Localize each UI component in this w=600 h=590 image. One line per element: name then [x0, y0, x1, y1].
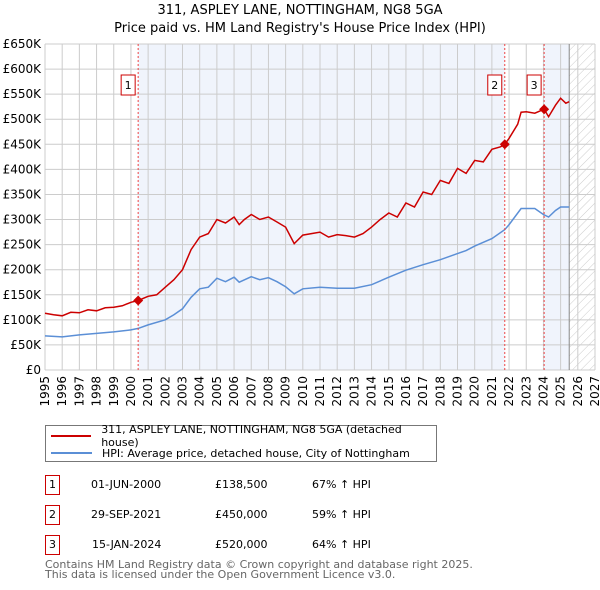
- x-tick-label: 2020: [468, 376, 482, 407]
- x-tick-label: 1996: [55, 376, 69, 407]
- x-tick-label: 2013: [347, 376, 361, 407]
- x-tick-label: 2011: [313, 376, 327, 407]
- x-tick-label: 2001: [141, 376, 155, 407]
- legend-item-hpi: HPI: Average price, detached house, City…: [46, 445, 410, 461]
- x-tick-label: 2015: [382, 376, 396, 407]
- x-tick-label: 2022: [502, 376, 516, 407]
- x-tick-label: 2008: [261, 376, 275, 407]
- y-tick-label: £550K: [3, 87, 43, 101]
- y-tick-label: £150K: [3, 288, 43, 302]
- x-tick-label: 2014: [365, 376, 379, 407]
- x-tick-label: 2019: [451, 376, 465, 407]
- y-tick-label: £600K: [3, 62, 43, 76]
- sale-hpi: 59% ↑ HPI: [312, 508, 371, 521]
- sale-marker-label: 1: [125, 79, 132, 92]
- sale-marker-box: [487, 74, 503, 96]
- sale-number: 2: [45, 505, 60, 525]
- ownership-period-1: [138, 44, 505, 370]
- sale-date: 15-JAN-2024: [92, 538, 162, 551]
- legend-item-property: 311, ASPLEY LANE, NOTTINGHAM, NG8 5GA (d…: [46, 423, 436, 449]
- footer: Contains HM Land Registry data © Crown c…: [45, 558, 473, 581]
- legend-label: 311, ASPLEY LANE, NOTTINGHAM, NG8 5GA (d…: [101, 423, 402, 449]
- x-tick-label: 2006: [227, 376, 241, 407]
- x-tick-label: 1999: [107, 376, 121, 407]
- y-tick-label: £450K: [3, 137, 43, 151]
- sale-hpi: 64% ↑ HPI: [312, 538, 371, 551]
- hpi-line: [44, 206, 570, 338]
- x-tick-label: 2003: [176, 376, 190, 407]
- y-tick-label: £500K: [3, 112, 43, 126]
- x-tick-label: 2012: [330, 376, 344, 407]
- table-row: 3 15-JAN-2024 £520,000 64% ↑ HPI: [45, 535, 465, 555]
- x-tick-label: 2021: [485, 376, 499, 407]
- x-tick-label: 2007: [244, 376, 258, 407]
- x-tick-label: 2010: [296, 376, 310, 407]
- footer-licence: This data is licensed under the Open Gov…: [45, 568, 396, 581]
- x-tick-label: 2016: [399, 376, 413, 407]
- table-row: 1 01-JUN-2000 £138,500 67% ↑ HPI: [45, 475, 465, 495]
- y-tick-label: £350K: [3, 187, 43, 201]
- x-tick-label: 2018: [433, 376, 447, 407]
- sale-marker-box: [526, 74, 542, 96]
- x-tick-label: 1995: [38, 376, 52, 407]
- forecast-hatch: [569, 44, 595, 370]
- x-tick-label: 2023: [519, 376, 533, 407]
- y-tick-label: £400K: [3, 162, 43, 176]
- x-tick-label: 2005: [210, 376, 224, 407]
- x-tick-label: 2009: [279, 376, 293, 407]
- y-tick-label: £200K: [3, 263, 43, 277]
- y-tick-label: £250K: [3, 238, 43, 252]
- x-tick-label: 2027: [588, 376, 600, 407]
- chart-subtitle: Price paid vs. HM Land Registry's House …: [114, 21, 486, 36]
- sale-number: 3: [45, 535, 60, 555]
- legend-label: HPI: Average price, detached house, City…: [102, 446, 410, 460]
- y-tick-label: £650K: [3, 37, 43, 51]
- x-tick-label: 2024: [536, 376, 550, 407]
- y-tick-label: £0: [26, 363, 41, 377]
- sale-point: [539, 104, 550, 115]
- y-tick-label: £50K: [10, 338, 42, 352]
- sale-date: 01-JUN-2000: [91, 478, 162, 491]
- x-tick-label: 2004: [193, 376, 207, 407]
- sale-number: 1: [45, 475, 60, 495]
- price-chart: 311, ASPLEY LANE, NOTTINGHAM, NG8 5GA Pr…: [3, 3, 600, 407]
- x-tick-label: 2000: [124, 376, 138, 407]
- chart-title: 311, ASPLEY LANE, NOTTINGHAM, NG8 5GA: [157, 3, 442, 18]
- sale-point: [499, 139, 510, 150]
- legend-swatch-red: [51, 435, 92, 437]
- sale-marker-label: 2: [491, 79, 498, 92]
- table-row: 2 29-SEP-2021 £450,000 59% ↑ HPI: [45, 505, 465, 525]
- legend-swatch-blue: [51, 452, 92, 454]
- sale-price: £450,000: [215, 508, 268, 521]
- y-tick-label: £300K: [3, 213, 43, 227]
- x-tick-label: 2025: [554, 376, 568, 407]
- sale-price: £520,000: [215, 538, 268, 551]
- x-tick-label: 2002: [158, 376, 172, 407]
- x-tick-label: 1998: [90, 376, 104, 407]
- footer-copyright: Contains HM Land Registry data © Crown c…: [45, 558, 473, 571]
- sale-point: [133, 295, 144, 306]
- sale-date: 29-SEP-2021: [91, 508, 162, 521]
- y-tick-label: £100K: [3, 313, 43, 327]
- sale-marker-box: [120, 74, 136, 96]
- sale-marker-label: 3: [531, 79, 538, 92]
- chart-legend: 311, ASPLEY LANE, NOTTINGHAM, NG8 5GA (d…: [45, 423, 437, 462]
- sale-price: £138,500: [215, 478, 268, 491]
- x-tick-label: 2017: [416, 376, 430, 407]
- x-tick-label: 2026: [571, 376, 585, 407]
- x-tick-label: 1997: [72, 376, 86, 407]
- sale-hpi: 67% ↑ HPI: [312, 478, 371, 491]
